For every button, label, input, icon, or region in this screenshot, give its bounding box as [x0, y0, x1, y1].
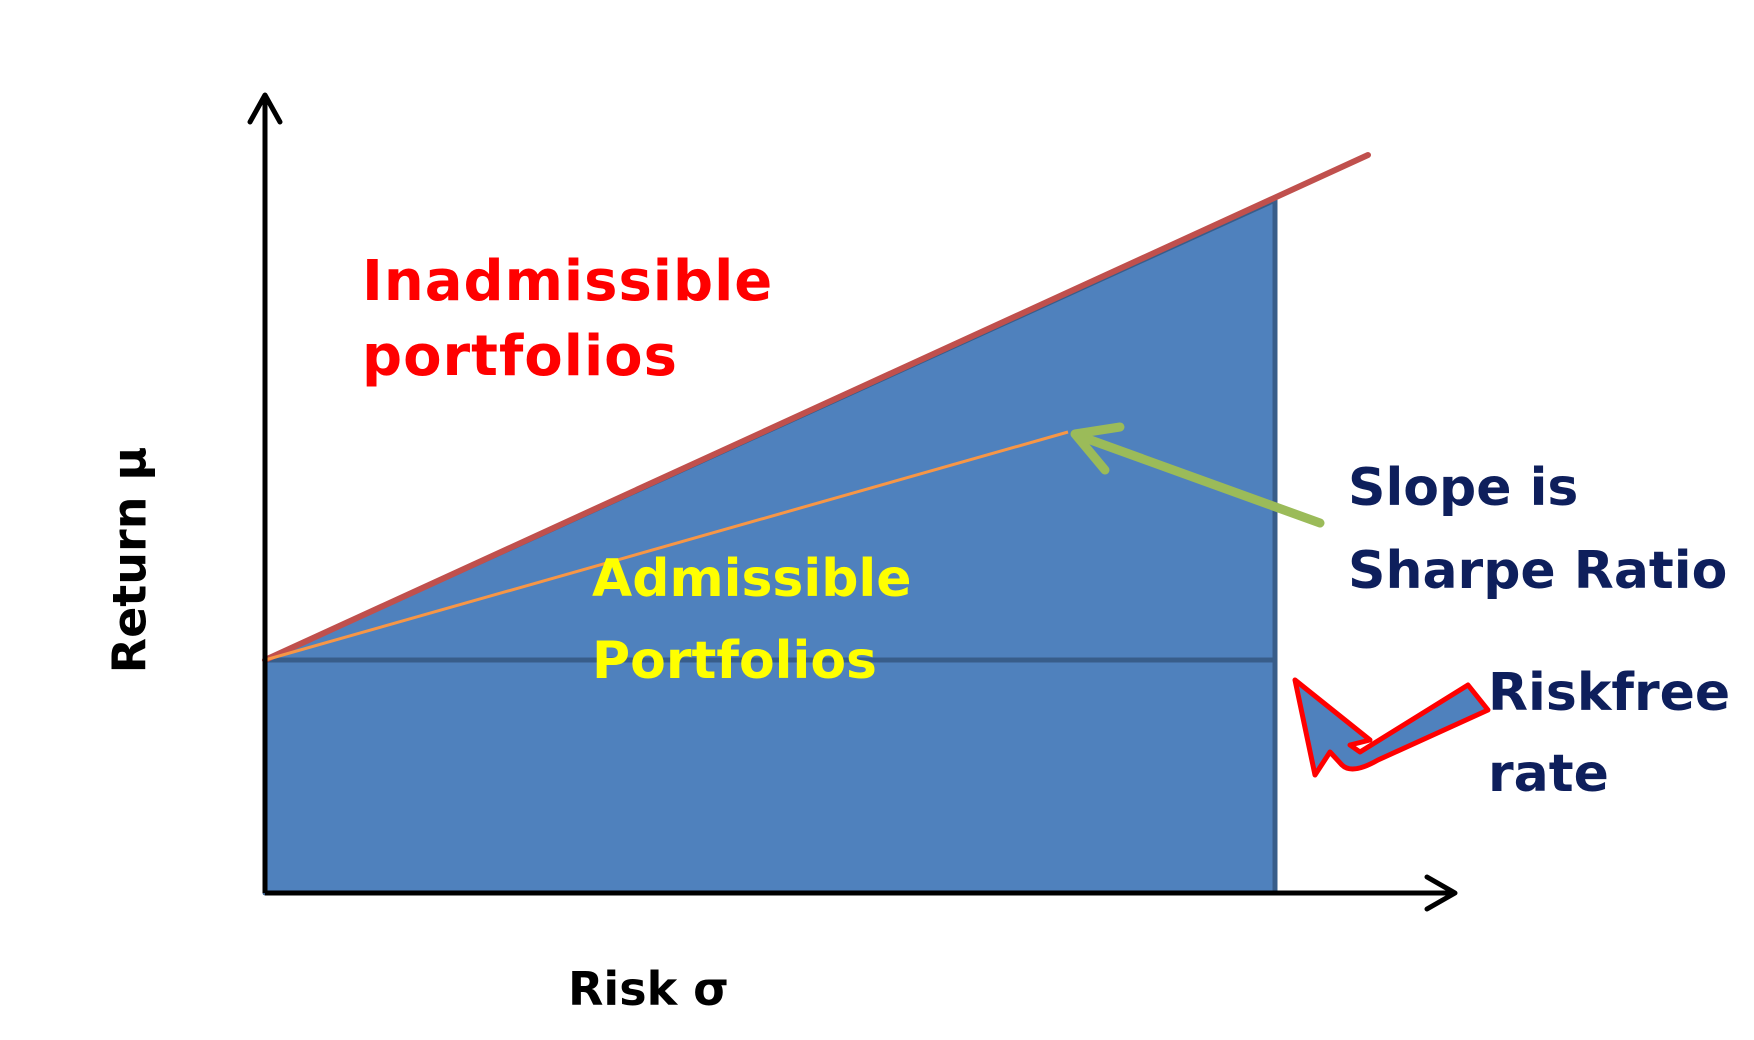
riskfree-annotation-line-2: rate: [1488, 744, 1609, 804]
riskfree-annotation-line-1: Riskfree: [1488, 663, 1731, 723]
sharpe-ratio-line: [264, 430, 1069, 662]
inadmissible-label-line-1: Inadmissible: [362, 249, 774, 314]
slope-annotation-line-2: Sharpe Ratio: [1348, 541, 1728, 601]
slope-arrow: [1070, 422, 1325, 528]
slope-annotation-line-1: Slope is: [1348, 458, 1579, 518]
admissible-label-line-2: Portfolios: [592, 631, 878, 691]
inadmissible-label-line-2: portfolios: [362, 324, 678, 389]
x-axis-label: Risk σ: [568, 962, 729, 1016]
admissible-label-line-1: Admissible: [592, 549, 912, 609]
x-axis-arrowhead: [1424, 874, 1458, 912]
capital-market-line: [262, 152, 1371, 663]
riskfree-arrow: [1292, 677, 1491, 778]
y-axis-arrowhead: [247, 92, 283, 125]
y-axis-label: Return μ: [102, 446, 157, 674]
